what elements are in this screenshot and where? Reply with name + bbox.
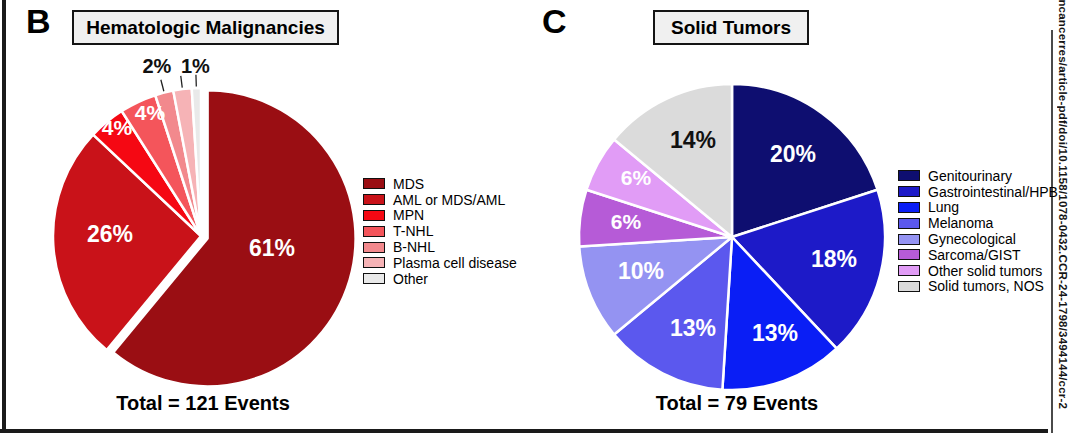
legend-item-t-nhl: T-NHL xyxy=(363,223,517,239)
callout-line-b-nhl xyxy=(161,80,164,91)
legend-label: Melanoma xyxy=(928,216,993,230)
legend-label: Solid tumors, NOS xyxy=(928,279,1044,293)
legend-item-other: Other xyxy=(363,271,517,287)
legend-label: MDS xyxy=(393,177,424,191)
pie-pct-label-mpn: 4% xyxy=(102,116,133,139)
callout-line-plasma-cell-disease xyxy=(181,76,182,88)
legend-swatch xyxy=(898,281,920,292)
legend-item-gastrointestinal-hpb: Gastrointestinal/HPB xyxy=(898,184,1058,200)
legend-label: Lung xyxy=(928,200,959,214)
legend-label: Gynecological xyxy=(928,232,1016,246)
pie-pct-label-solid-tumors-nos: 14% xyxy=(670,127,716,153)
pie-pct-label-gynecological: 10% xyxy=(618,258,664,284)
legend-label: Other xyxy=(393,272,428,286)
legend-swatch xyxy=(898,249,920,260)
legend-item-lung: Lung xyxy=(898,200,1058,216)
legend-item-sarcoma-gist: Sarcoma/GIST xyxy=(898,247,1058,263)
legend-item-genitourinary: Genitourinary xyxy=(898,168,1058,184)
panel-title-b-text: Hematologic Malignancies xyxy=(86,17,325,39)
legend-label: Other solid tumors xyxy=(928,264,1042,278)
legend-swatch xyxy=(363,210,385,221)
panel-title-c: Solid Tumors xyxy=(653,10,809,45)
legend-swatch xyxy=(363,257,385,268)
total-label-b: Total = 121 Events xyxy=(53,392,353,415)
legend-swatch xyxy=(363,194,385,205)
pie-pct-label-t-nhl: 4% xyxy=(135,101,166,124)
legend-swatch xyxy=(363,273,385,284)
pie-pct-label-genitourinary: 20% xyxy=(770,141,816,167)
pie-pct-label-other-solid-tumors: 6% xyxy=(621,166,652,189)
legend-label: Sarcoma/GIST xyxy=(928,248,1021,262)
pie-pct-label-melanoma: 13% xyxy=(670,315,716,341)
pie-pct-label-b-nhl: 2% xyxy=(142,55,171,77)
figure-canvas: B Hematologic Malignancies 61% 26% 4%4% 2% 1… xyxy=(0,0,1080,433)
legend-label: T-NHL xyxy=(393,224,433,238)
legend-item-other-solid-tumors: Other solid tumors xyxy=(898,263,1058,279)
legend-solid-tumors: Genitourinary Gastrointestinal/HPBLung Mel… xyxy=(898,168,1058,294)
legend-item-plasma-cell-disease: Plasma cell disease xyxy=(363,255,517,271)
pie-pct-label-mds: 61% xyxy=(249,235,295,261)
legend-item-melanoma: Melanoma xyxy=(898,215,1058,231)
legend-swatch xyxy=(898,186,920,197)
panel-title-c-text: Solid Tumors xyxy=(671,17,791,39)
legend-item-aml-or-mds-aml: AML or MDS/AML xyxy=(363,192,517,208)
legend-swatch xyxy=(898,265,920,276)
pie-pct-label-lung: 13% xyxy=(752,320,798,346)
panel-title-b: Hematologic Malignancies xyxy=(72,10,339,45)
legend-swatch xyxy=(898,218,920,229)
legend-swatch xyxy=(363,226,385,237)
legend-swatch xyxy=(363,242,385,253)
legend-label: Plasma cell disease xyxy=(393,256,517,270)
panel-letter-c: C xyxy=(542,2,567,41)
legend-item-solid-tumors-nos: Solid tumors, NOS xyxy=(898,279,1058,295)
legend-label: Genitourinary xyxy=(928,169,1012,183)
legend-swatch xyxy=(898,234,920,245)
pie-pct-label-gastrointestinal-hpb: 18% xyxy=(811,246,857,272)
legend-label: B-NHL xyxy=(393,240,435,254)
pie-pct-label-aml-or-mds-aml: 26% xyxy=(87,221,133,247)
legend-item-b-nhl: B-NHL xyxy=(363,239,517,255)
panel-letter-b: B xyxy=(26,2,51,41)
legend-label: MPN xyxy=(393,208,424,222)
legend-label: AML or MDS/AML xyxy=(393,193,505,207)
legend-swatch xyxy=(898,202,920,213)
legend-item-mds: MDS xyxy=(363,176,517,192)
legend-swatch xyxy=(363,178,385,189)
watermark-text: incancerres/article-pdf/doi/10.1158/1078… xyxy=(1057,0,1069,433)
legend-swatch xyxy=(898,170,920,181)
pie-pct-label-sarcoma-gist: 6% xyxy=(611,210,642,233)
legend-item-gynecological: Gynecological xyxy=(898,231,1058,247)
total-label-c: Total = 79 Events xyxy=(587,392,887,415)
legend-item-mpn: MPN xyxy=(363,208,517,224)
legend-label: Gastrointestinal/HPB xyxy=(928,185,1058,199)
legend-hematologic: MDS AML or MDS/AMLMPN T-NHL B-NHL Plasma cel… xyxy=(363,176,517,287)
pie-pct-label-other: 1% xyxy=(181,55,210,77)
